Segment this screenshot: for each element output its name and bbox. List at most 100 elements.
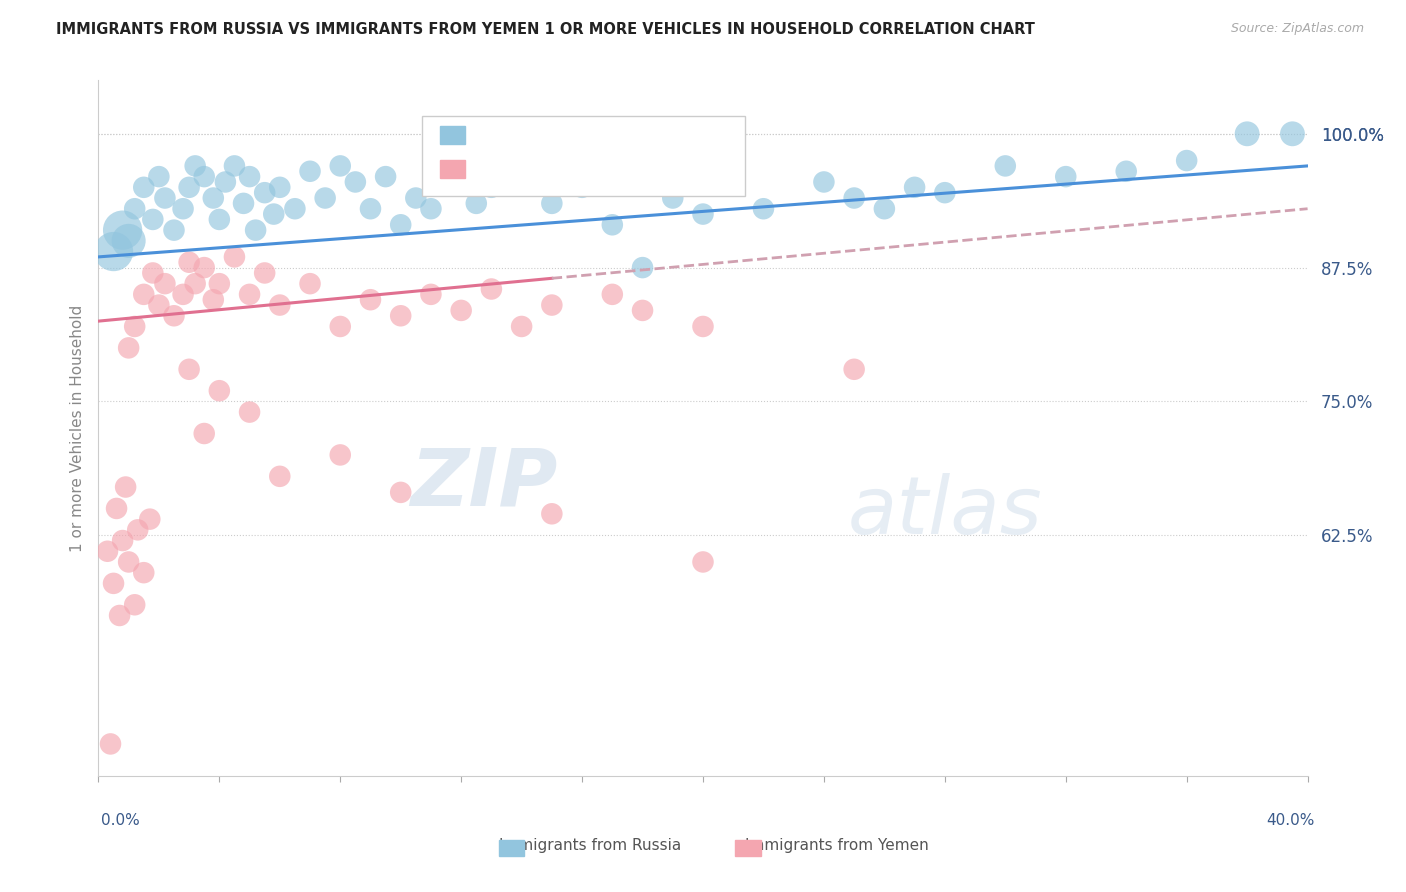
Point — [124, 319, 146, 334]
Point — [661, 191, 683, 205]
Point — [148, 298, 170, 312]
Point — [184, 159, 207, 173]
Point — [723, 169, 745, 184]
Point — [631, 260, 654, 275]
Point — [269, 180, 291, 194]
Point — [692, 207, 714, 221]
Point — [239, 405, 262, 419]
Text: Immigrants from Russia: Immigrants from Russia — [499, 838, 682, 853]
Point — [1175, 153, 1198, 168]
Point — [179, 362, 201, 376]
Point — [314, 191, 336, 205]
Point — [389, 218, 412, 232]
Point — [193, 426, 215, 441]
Point — [253, 266, 276, 280]
Point — [208, 384, 231, 398]
Point — [510, 319, 533, 334]
Point — [132, 566, 155, 580]
Point — [132, 180, 155, 194]
Point — [344, 175, 367, 189]
Point — [844, 362, 866, 376]
Point — [96, 544, 118, 558]
Point — [389, 309, 412, 323]
Point — [420, 202, 443, 216]
Point — [465, 196, 488, 211]
Point — [142, 266, 165, 280]
Point — [179, 180, 201, 194]
Point — [450, 159, 472, 173]
Point — [329, 159, 352, 173]
Point — [153, 191, 176, 205]
Point — [224, 159, 246, 173]
Point — [103, 576, 125, 591]
Point — [692, 555, 714, 569]
Point — [1115, 164, 1137, 178]
Point — [571, 180, 593, 194]
Point — [202, 293, 225, 307]
Point — [904, 180, 927, 194]
Point — [602, 218, 624, 232]
Point — [193, 169, 215, 184]
Point — [510, 169, 533, 184]
Point — [184, 277, 207, 291]
Text: R = 0.429   N = 58: R = 0.429 N = 58 — [474, 126, 631, 144]
Point — [374, 169, 396, 184]
Point — [269, 469, 291, 483]
Point — [208, 212, 231, 227]
Point — [481, 282, 503, 296]
Point — [692, 319, 714, 334]
Point — [420, 287, 443, 301]
Point — [934, 186, 956, 200]
Point — [1054, 169, 1077, 184]
Point — [299, 164, 322, 178]
Point — [105, 501, 128, 516]
Point — [329, 448, 352, 462]
Point — [193, 260, 215, 275]
Point — [540, 298, 562, 312]
Point — [1281, 127, 1303, 141]
Point — [360, 293, 382, 307]
Point — [103, 244, 125, 259]
Point — [434, 175, 457, 189]
Point — [232, 196, 254, 211]
Point — [752, 202, 775, 216]
Text: Source: ZipAtlas.com: Source: ZipAtlas.com — [1230, 22, 1364, 36]
Point — [450, 303, 472, 318]
Point — [239, 169, 262, 184]
Point — [214, 175, 236, 189]
Point — [631, 303, 654, 318]
Point — [124, 598, 146, 612]
Point — [118, 234, 141, 248]
Point — [163, 223, 186, 237]
Point — [873, 202, 896, 216]
Point — [994, 159, 1017, 173]
Point — [263, 207, 285, 221]
Text: R = 0.142   N = 51: R = 0.142 N = 51 — [474, 160, 631, 178]
Point — [118, 341, 141, 355]
Y-axis label: 1 or more Vehicles in Household: 1 or more Vehicles in Household — [69, 304, 84, 552]
Point — [124, 202, 146, 216]
Point — [329, 319, 352, 334]
Point — [253, 186, 276, 200]
Point — [602, 287, 624, 301]
Point — [142, 212, 165, 227]
Point — [132, 287, 155, 301]
Point — [239, 287, 262, 301]
Point — [245, 223, 267, 237]
Text: 0.0%: 0.0% — [101, 814, 141, 828]
Point — [481, 180, 503, 194]
Point — [153, 277, 176, 291]
Point — [114, 480, 136, 494]
Point — [118, 555, 141, 569]
Point — [540, 196, 562, 211]
Text: atlas: atlas — [848, 473, 1043, 550]
Point — [139, 512, 162, 526]
Point — [299, 277, 322, 291]
Point — [163, 309, 186, 323]
Point — [813, 175, 835, 189]
Point — [224, 250, 246, 264]
Text: 40.0%: 40.0% — [1267, 814, 1315, 828]
Text: Immigrants from Yemen: Immigrants from Yemen — [745, 838, 928, 853]
Point — [108, 608, 131, 623]
Text: ZIP: ZIP — [411, 445, 558, 523]
